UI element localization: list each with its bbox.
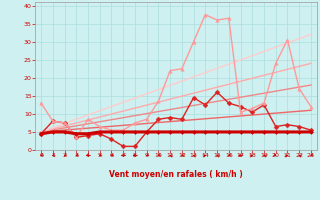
X-axis label: Vent moyen/en rafales ( km/h ): Vent moyen/en rafales ( km/h ) bbox=[109, 170, 243, 179]
